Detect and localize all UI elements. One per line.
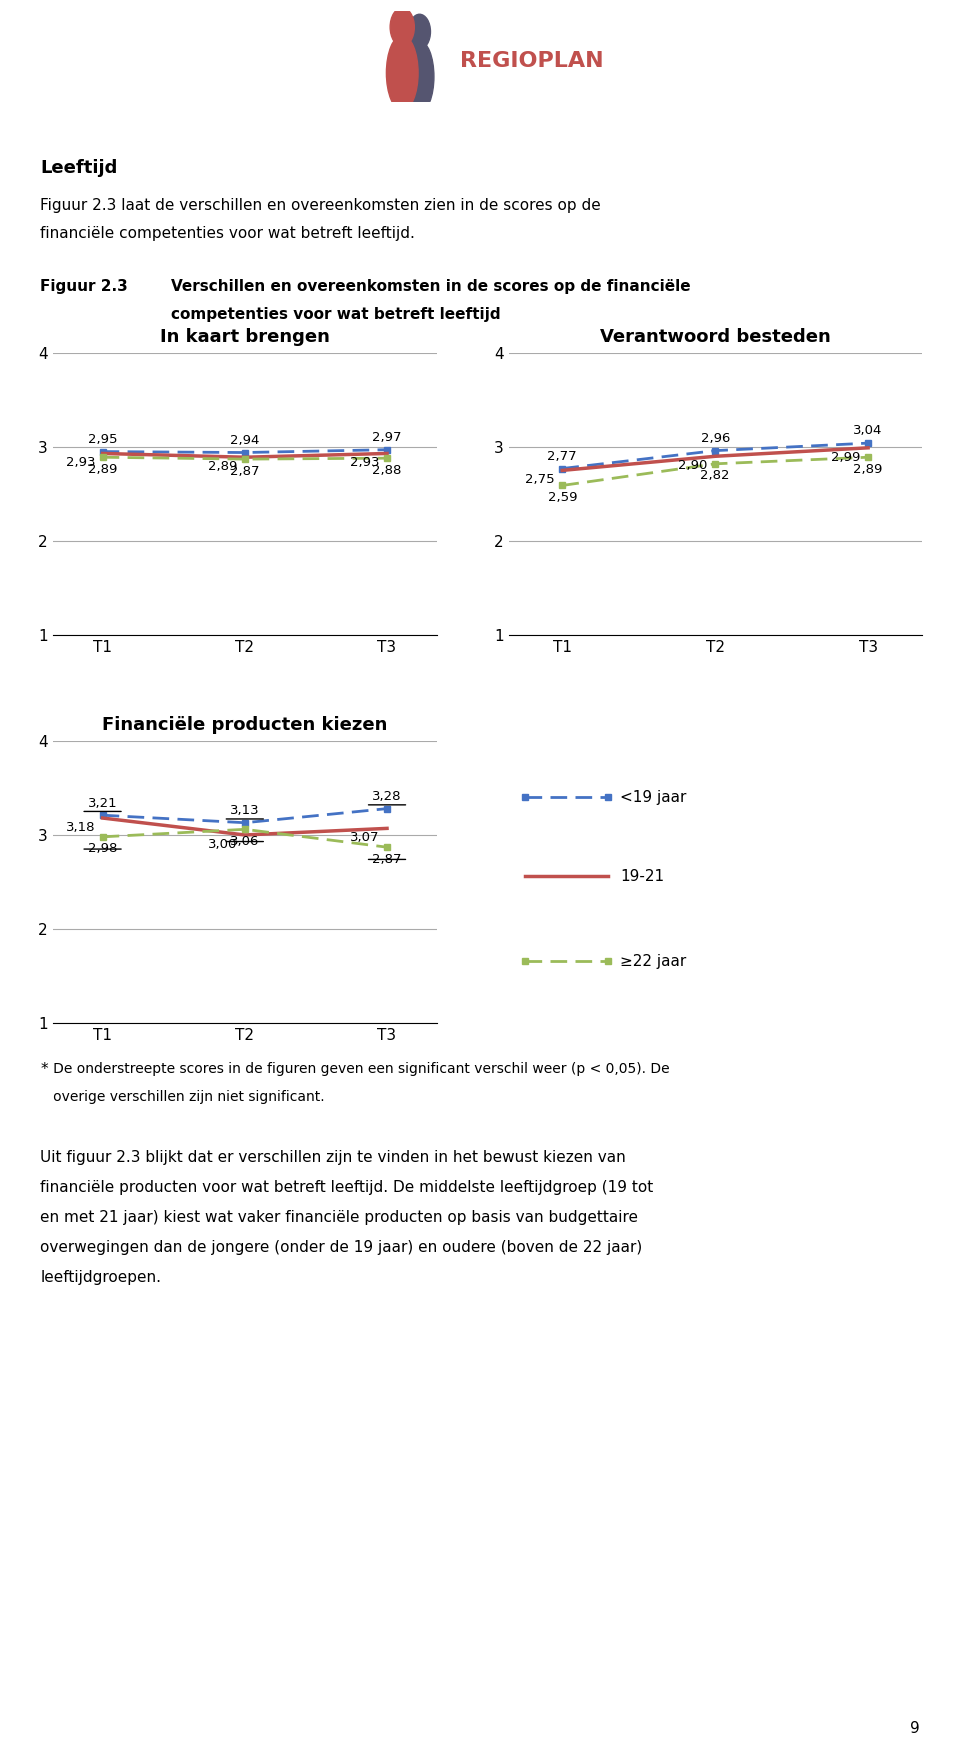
Text: overwegingen dan de jongere (onder de 19 jaar) en oudere (boven de 22 jaar): overwegingen dan de jongere (onder de 19… xyxy=(40,1240,642,1256)
Text: 3,06: 3,06 xyxy=(230,834,259,848)
Text: 2,98: 2,98 xyxy=(88,843,117,856)
Text: 2,88: 2,88 xyxy=(372,464,401,476)
Text: financiële competenties voor wat betreft leeftijd.: financiële competenties voor wat betreft… xyxy=(40,226,415,242)
Text: 2,95: 2,95 xyxy=(87,432,117,446)
Text: 3,13: 3,13 xyxy=(230,804,259,817)
Text: 2,87: 2,87 xyxy=(230,464,259,478)
Text: 2,99: 2,99 xyxy=(831,450,860,464)
Text: <19 jaar: <19 jaar xyxy=(620,790,686,804)
Title: In kaart brengen: In kaart brengen xyxy=(160,328,329,346)
Text: 2,89: 2,89 xyxy=(208,460,238,473)
Circle shape xyxy=(390,7,415,46)
Title: Financiële producten kiezen: Financiële producten kiezen xyxy=(102,716,388,734)
Text: Verschillen en overeenkomsten in de scores op de financiële: Verschillen en overeenkomsten in de scor… xyxy=(171,279,690,295)
Text: 2,89: 2,89 xyxy=(853,462,883,476)
Text: 2,82: 2,82 xyxy=(701,469,730,483)
Text: 19-21: 19-21 xyxy=(620,870,664,884)
Text: 3,18: 3,18 xyxy=(66,820,95,834)
Text: 3,04: 3,04 xyxy=(853,425,883,437)
Text: overige verschillen zijn niet significant.: overige verschillen zijn niet significan… xyxy=(40,1090,324,1104)
Text: competenties voor wat betreft leeftijd: competenties voor wat betreft leeftijd xyxy=(171,307,500,323)
Text: financiële producten voor wat betreft leeftijd. De middelste leeftijdgroep (19 t: financiële producten voor wat betreft le… xyxy=(40,1180,654,1196)
Circle shape xyxy=(409,14,430,49)
Text: ≥22 jaar: ≥22 jaar xyxy=(620,954,686,968)
Ellipse shape xyxy=(405,41,434,113)
Text: 2,97: 2,97 xyxy=(372,430,402,445)
Text: 2,90: 2,90 xyxy=(678,459,708,473)
Text: 2,89: 2,89 xyxy=(88,462,117,476)
Text: 2,87: 2,87 xyxy=(372,852,402,866)
Text: 3,21: 3,21 xyxy=(87,797,117,810)
Text: 2,93: 2,93 xyxy=(350,457,380,469)
Text: 2,96: 2,96 xyxy=(701,432,730,445)
Text: 2,93: 2,93 xyxy=(66,457,95,469)
Text: Leeftijd: Leeftijd xyxy=(40,159,118,176)
Text: Figuur 2.3: Figuur 2.3 xyxy=(40,279,128,295)
Text: 2,77: 2,77 xyxy=(547,450,577,462)
Text: Figuur 2.3 laat de verschillen en overeenkomsten zien in de scores op de: Figuur 2.3 laat de verschillen en overee… xyxy=(40,198,601,213)
Ellipse shape xyxy=(386,35,419,111)
Text: en met 21 jaar) kiest wat vaker financiële producten op basis van budgettaire: en met 21 jaar) kiest wat vaker financië… xyxy=(40,1210,638,1226)
Text: 2,75: 2,75 xyxy=(525,473,555,487)
Text: REGIOPLAN: REGIOPLAN xyxy=(460,51,604,71)
Text: 3,07: 3,07 xyxy=(350,831,380,845)
Text: *: * xyxy=(40,1062,48,1078)
Text: leeftijdgroepen.: leeftijdgroepen. xyxy=(40,1270,161,1286)
Text: 3,28: 3,28 xyxy=(372,790,402,803)
Text: 3,00: 3,00 xyxy=(208,838,238,850)
Text: 2,94: 2,94 xyxy=(230,434,259,446)
Text: 2,59: 2,59 xyxy=(547,490,577,505)
Text: De onderstreepte scores in de figuren geven een significant verschil weer (p < 0: De onderstreepte scores in de figuren ge… xyxy=(40,1062,670,1076)
Text: Uit figuur 2.3 blijkt dat er verschillen zijn te vinden in het bewust kiezen van: Uit figuur 2.3 blijkt dat er verschillen… xyxy=(40,1150,626,1166)
Text: 9: 9 xyxy=(910,1720,920,1736)
Title: Verantwoord besteden: Verantwoord besteden xyxy=(600,328,830,346)
